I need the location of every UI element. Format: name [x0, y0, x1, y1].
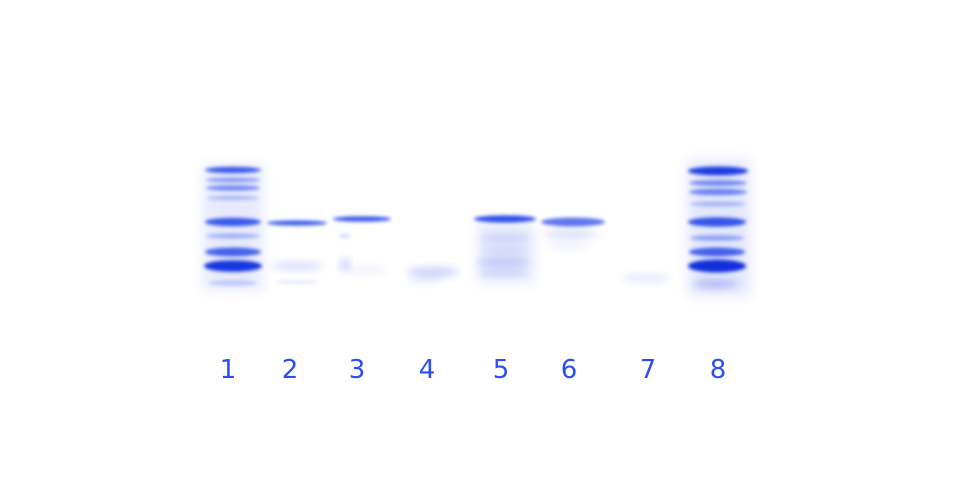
lane-3-band [336, 267, 388, 273]
lane-8-band [690, 201, 746, 207]
lane-1-label: 1 [219, 355, 237, 385]
lane-6-label: 6 [560, 355, 578, 385]
lane-8-label: 8 [709, 355, 727, 385]
lane-8-band [690, 235, 744, 241]
lane-1-band [209, 280, 257, 286]
lane-8-band [688, 259, 746, 273]
lane-1-band [207, 195, 259, 201]
lane-5-label: 5 [492, 355, 510, 385]
lane-1-band [205, 247, 261, 257]
lane-8-bands [688, 160, 750, 295]
lane-1-band [206, 233, 260, 239]
lane-5-band [477, 270, 529, 276]
lane-7-band [622, 275, 670, 281]
lane-4-band [407, 277, 443, 283]
lane-2-band [271, 262, 323, 270]
lane-1-band [205, 217, 261, 227]
lane-7-bands [622, 275, 670, 281]
lane-1-band [206, 177, 260, 183]
lane-1-bands [203, 165, 263, 290]
lane-4-bands [407, 267, 459, 283]
lane-2-band [267, 220, 327, 226]
lane-5-band [479, 247, 531, 253]
lane-8-band [688, 217, 746, 227]
lane-6-band [547, 243, 591, 249]
lane-8-band [694, 280, 738, 288]
lane-8-band [689, 180, 747, 186]
lane-3-band [339, 258, 351, 270]
lane-3-band [333, 216, 391, 222]
lane-1-band [206, 185, 260, 191]
lane-2-label: 2 [281, 355, 299, 385]
lane-7-label: 7 [639, 355, 657, 385]
lane-3-label: 3 [348, 355, 366, 385]
lane-1-band [205, 166, 261, 174]
lane-4-band [407, 267, 459, 277]
lane-2-bands [267, 220, 327, 284]
lane-8-band [689, 188, 747, 196]
lane-4-label: 4 [418, 355, 436, 385]
lane-5-bands [474, 215, 536, 282]
lane-5-band [474, 215, 536, 223]
lane-6-bands [541, 217, 605, 249]
lane-3-bands [333, 216, 391, 273]
lane-8-band [688, 166, 748, 176]
lane-6-band [544, 229, 598, 239]
lane-3-band [339, 234, 351, 238]
lane-5-band [478, 235, 532, 241]
lane-6-band [541, 217, 605, 227]
lane-5-band [476, 258, 530, 266]
lane-1-band [204, 260, 262, 272]
lane-2-band [275, 280, 319, 284]
lane-8-band [689, 247, 745, 257]
